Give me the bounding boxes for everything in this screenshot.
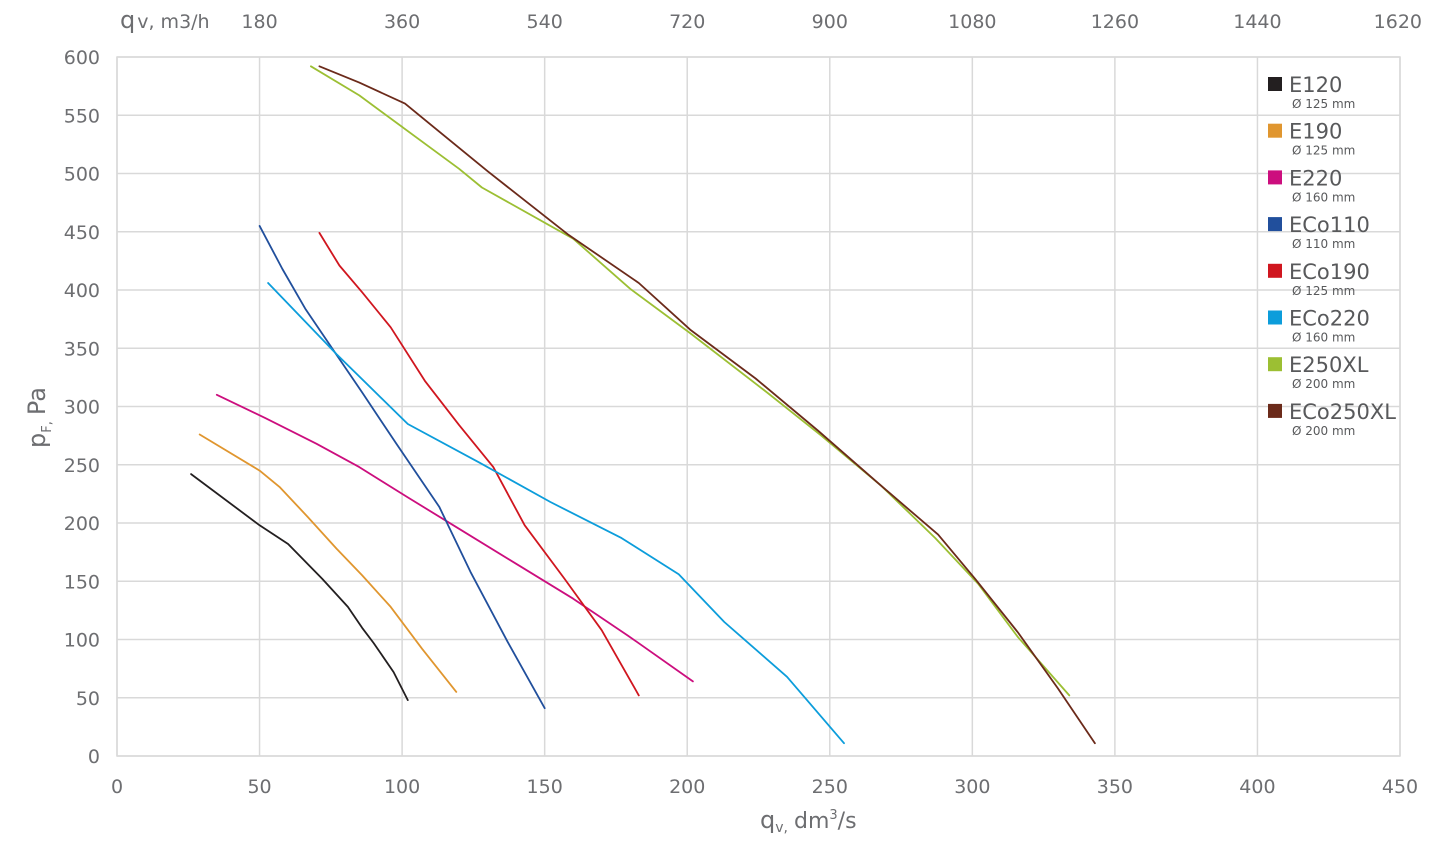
- top-axis-subtext: v, m3/h: [137, 11, 209, 33]
- y-axis-ticks: 0 50 100 150 200 250 300 350 400 450 500 550 600: [64, 47, 100, 768]
- legend-sublabel: Ø 125 mm: [1292, 284, 1355, 298]
- series-line-e190: [198, 433, 458, 693]
- y-axis-unit: Pa: [23, 387, 51, 415]
- top-tick-label: 1440: [1233, 11, 1281, 33]
- legend-swatch: [1268, 403, 1282, 418]
- y-axis-symbol: p: [23, 433, 51, 448]
- legend-sublabel: Ø 160 mm: [1292, 190, 1355, 204]
- series-line-eco110: [258, 224, 546, 710]
- top-tick-label: 720: [669, 11, 705, 33]
- y-tick-label: 450: [64, 222, 100, 244]
- legend-label: ECo250XL: [1289, 400, 1396, 424]
- legend-sublabel: Ø 125 mm: [1292, 144, 1355, 158]
- plot-frame: [116, 56, 1401, 757]
- legend-swatch: [1268, 77, 1282, 91]
- y-tick-label: 300: [64, 397, 100, 419]
- legend-label: E120: [1289, 73, 1342, 97]
- x-tick-label: 400: [1239, 776, 1275, 798]
- legend-swatch: [1268, 310, 1282, 325]
- top-tick-label: 1260: [1091, 11, 1139, 33]
- y-axis-title: pF, Pa: [23, 387, 55, 448]
- legend-label: E220: [1289, 166, 1342, 190]
- legend-swatch: [1268, 170, 1282, 185]
- x-axis-symbol: q: [760, 806, 775, 834]
- top-axis-label: q v, m3/h: [120, 6, 210, 34]
- top-tick-label: 1620: [1374, 11, 1422, 33]
- series-line-eco190: [318, 231, 640, 697]
- y-tick-label: 50: [76, 688, 100, 710]
- y-tick-label: 100: [64, 630, 100, 652]
- top-axis-ticks: 180 360 540 720 900 1080 1260 1440 1620: [241, 11, 1422, 33]
- x-tick-label: 450: [1382, 776, 1418, 798]
- series-line-e250xl: [309, 65, 1071, 697]
- x-tick-label: 0: [111, 776, 123, 798]
- legend-swatch: [1268, 357, 1282, 372]
- y-tick-label: 350: [64, 338, 100, 360]
- y-axis-subscript: F,: [40, 421, 55, 433]
- y-tick-label: 400: [64, 280, 100, 302]
- x-tick-label: 300: [954, 776, 990, 798]
- x-axis-ticks: 0 50 100 150 200 250 300 350 400 450: [111, 776, 1418, 798]
- y-tick-label: 0: [88, 746, 100, 768]
- x-tick-label: 350: [1097, 776, 1133, 798]
- legend-label: E250XL: [1289, 353, 1369, 377]
- y-tick-label: 200: [64, 513, 100, 535]
- top-tick-label: 360: [384, 11, 420, 33]
- y-tick-label: 150: [64, 571, 100, 593]
- x-axis-unit-tail: /s: [838, 809, 857, 834]
- legend-label: ECo110: [1289, 213, 1370, 237]
- x-axis-unit-sup: 3: [829, 808, 837, 823]
- legend-sublabel: Ø 160 mm: [1292, 331, 1355, 345]
- series-line-e220: [215, 393, 694, 683]
- legend-swatch: [1268, 217, 1282, 232]
- series-line-e120: [190, 473, 409, 701]
- x-tick-label: 100: [384, 776, 420, 798]
- legend-swatch: [1268, 263, 1282, 278]
- top-tick-label: 180: [241, 11, 277, 33]
- top-tick-label: 900: [812, 11, 848, 33]
- legend-swatch: [1268, 123, 1282, 138]
- y-tick-label: 550: [64, 105, 100, 127]
- y-tick-label: 600: [64, 47, 100, 69]
- x-axis-unit: dm: [794, 809, 829, 834]
- y-tick-label: 250: [64, 455, 100, 477]
- legend-label: ECo220: [1289, 307, 1370, 331]
- top-axis-symbol: q: [120, 6, 135, 34]
- x-tick-label: 150: [527, 776, 563, 798]
- series-lines: [190, 65, 1096, 745]
- series-line-eco220: [267, 282, 845, 745]
- legend-label: E190: [1289, 120, 1342, 144]
- legend-sublabel: Ø 200 mm: [1292, 424, 1355, 438]
- top-tick-label: 1080: [948, 11, 996, 33]
- legend-sublabel: Ø 125 mm: [1292, 97, 1355, 111]
- y-tick-label: 500: [64, 164, 100, 186]
- series-line-eco250xl: [318, 65, 1096, 745]
- top-tick-label: 540: [527, 11, 563, 33]
- x-axis-subscript: v,: [775, 820, 788, 836]
- x-tick-label: 200: [669, 776, 705, 798]
- legend-sublabel: Ø 200 mm: [1292, 377, 1355, 391]
- x-tick-label: 50: [247, 776, 271, 798]
- x-tick-label: 250: [812, 776, 848, 798]
- legend-sublabel: Ø 110 mm: [1292, 237, 1355, 251]
- x-axis-title: qv, dm3/s: [760, 806, 857, 836]
- legend-label: ECo190: [1289, 260, 1370, 284]
